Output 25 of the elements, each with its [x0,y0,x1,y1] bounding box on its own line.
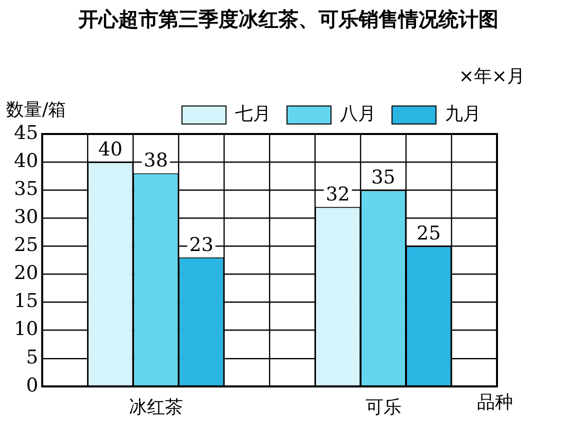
y-tick-label: 25 [14,234,38,256]
y-tick-label: 30 [14,206,38,228]
legend-label: 八月 [340,104,376,125]
x-axis-title: 品种 [477,392,513,414]
data-label: 23 [189,234,214,256]
data-label: 32 [326,183,350,206]
chart-title: 开心超市第三季度冰红茶、可乐销售情况统计图 [77,6,500,33]
y-tick-label: 10 [14,318,38,340]
chart-subtitle: ×年×月 [458,65,525,88]
x-tick-label: 可乐 [365,396,402,418]
y-tick-label: 35 [14,178,38,200]
y-tick-label: 20 [14,262,38,284]
y-tick-label: 0 [26,374,38,396]
data-label: 38 [144,150,168,172]
legend-label: 九月 [445,104,481,125]
y-tick-label: 15 [14,290,38,312]
y-axis-title: 数量/箱 [6,100,66,121]
x-tick-label: 冰红茶 [128,396,183,418]
data-label: 25 [416,222,441,245]
data-label: 35 [371,166,396,189]
data-label: 40 [98,138,122,160]
y-tick-label: 5 [26,346,38,368]
y-tick-label: 45 [14,122,38,144]
y-tick-label: 40 [14,150,38,172]
legend-label: 七月 [235,104,271,125]
